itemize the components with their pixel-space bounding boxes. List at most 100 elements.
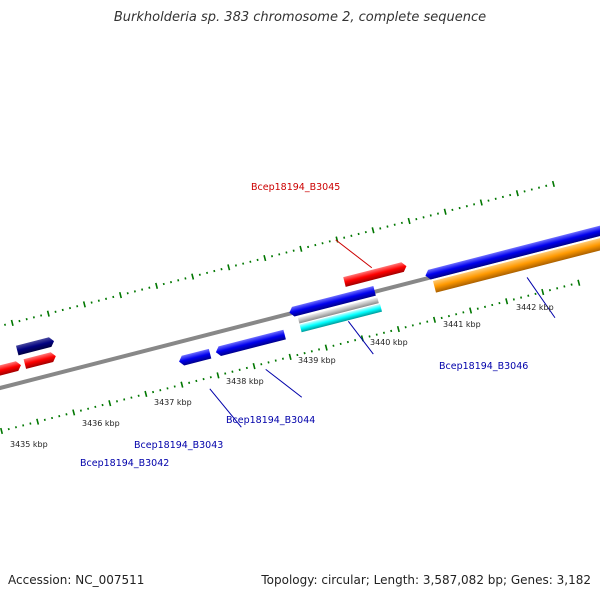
gene-b3043-blue[interactable]	[288, 285, 376, 318]
major-tick	[505, 298, 509, 305]
major-tick	[443, 208, 447, 215]
leader-b3044	[347, 320, 374, 355]
minor-tick	[25, 318, 28, 321]
minor-tick	[307, 245, 310, 249]
major-tick	[324, 344, 328, 351]
minor-tick	[512, 298, 515, 301]
leader-b3043	[265, 368, 303, 398]
minor-tick	[400, 221, 403, 225]
minor-tick	[68, 306, 71, 310]
gene-label-b3043[interactable]: Bcep18194_B3043	[134, 440, 223, 451]
gene-label-b3044[interactable]: Bcep18194_B3044	[226, 415, 315, 426]
minor-tick	[169, 280, 173, 284]
gene-blue-small[interactable]	[178, 348, 212, 367]
minor-tick	[198, 273, 201, 276]
minor-tick	[498, 301, 501, 305]
minor-tick	[545, 184, 548, 187]
gene-label-b3045[interactable]: Bcep18194_B3045	[251, 182, 340, 193]
leader-b3045	[335, 239, 373, 269]
major-tick	[515, 190, 519, 197]
minor-tick	[22, 424, 25, 427]
minor-tick	[379, 227, 382, 230]
minor-tick	[281, 357, 284, 360]
major-tick	[191, 273, 195, 280]
minor-tick	[137, 394, 140, 397]
minor-tick	[159, 389, 162, 392]
minor-tick	[166, 387, 169, 390]
gene-label-b3042[interactable]: Bcep18194_B3042	[80, 458, 169, 469]
minor-tick	[462, 311, 465, 314]
gene-navy-left[interactable]	[15, 336, 55, 356]
minor-tick	[411, 324, 414, 327]
minor-tick	[195, 379, 198, 383]
major-tick	[72, 409, 76, 416]
minor-tick	[318, 348, 321, 351]
minor-tick	[43, 418, 46, 422]
tick-label-3442: 3442 kbp	[516, 303, 554, 312]
minor-tick	[483, 305, 487, 309]
major-tick	[0, 427, 4, 435]
minor-tick	[393, 223, 396, 226]
minor-tick	[491, 303, 494, 307]
minor-tick	[87, 407, 90, 410]
major-tick	[82, 301, 86, 308]
minor-tick	[220, 268, 223, 271]
minor-tick	[238, 368, 241, 371]
minor-tick	[509, 193, 512, 197]
minor-tick	[537, 186, 541, 189]
minor-tick	[314, 243, 317, 247]
minor-tick	[343, 236, 346, 239]
minor-tick	[375, 333, 378, 336]
major-tick	[299, 245, 303, 252]
minor-tick	[465, 205, 468, 208]
lower-tick-track	[0, 279, 581, 435]
gene-red-left-1[interactable]	[0, 360, 22, 377]
topology-text: Topology: circular; Length: 3,587,082 bp…	[261, 573, 591, 587]
major-tick	[551, 180, 555, 188]
major-tick	[227, 264, 231, 271]
minor-tick	[303, 351, 306, 355]
tick-label-3437: 3437 kbp	[154, 398, 192, 407]
gene-grey-feature[interactable]	[297, 297, 379, 324]
minor-tick	[209, 376, 212, 379]
minor-tick	[570, 283, 573, 286]
minor-tick	[328, 240, 331, 243]
major-tick	[288, 353, 292, 360]
minor-tick	[90, 301, 93, 304]
minor-tick	[213, 269, 216, 273]
minor-tick	[115, 400, 119, 403]
gene-b3046-blue[interactable]	[424, 216, 600, 280]
minor-tick	[458, 206, 461, 210]
minor-tick	[184, 277, 187, 280]
minor-tick	[249, 260, 252, 263]
minor-tick	[260, 363, 263, 366]
minor-tick	[534, 292, 537, 296]
minor-tick	[173, 385, 176, 388]
gene-orange-feature[interactable]	[432, 228, 600, 293]
minor-tick	[97, 299, 100, 302]
minor-tick	[321, 242, 324, 245]
minor-tick	[364, 230, 367, 234]
minor-tick	[245, 366, 248, 370]
minor-tick	[267, 361, 270, 364]
minor-tick	[58, 414, 61, 418]
gene-b3044-cyan[interactable]	[299, 303, 383, 333]
minor-tick	[332, 344, 335, 347]
minor-tick	[231, 370, 234, 373]
minor-tick	[112, 295, 115, 299]
minor-tick	[310, 350, 313, 353]
minor-tick	[152, 390, 155, 394]
minor-tick	[65, 413, 68, 416]
gene-b3042-blue[interactable]	[215, 329, 286, 357]
minor-tick	[274, 359, 277, 362]
major-tick	[263, 254, 267, 262]
minor-tick	[530, 188, 533, 191]
minor-tick	[422, 216, 425, 219]
gene-b3045-red[interactable]	[343, 261, 407, 287]
minor-tick	[386, 225, 389, 228]
tick-label-3438: 3438 kbp	[226, 377, 264, 386]
gene-red-left-2[interactable]	[23, 351, 57, 369]
minor-tick	[451, 208, 454, 212]
gene-label-b3046[interactable]: Bcep18194_B3046	[439, 361, 528, 372]
